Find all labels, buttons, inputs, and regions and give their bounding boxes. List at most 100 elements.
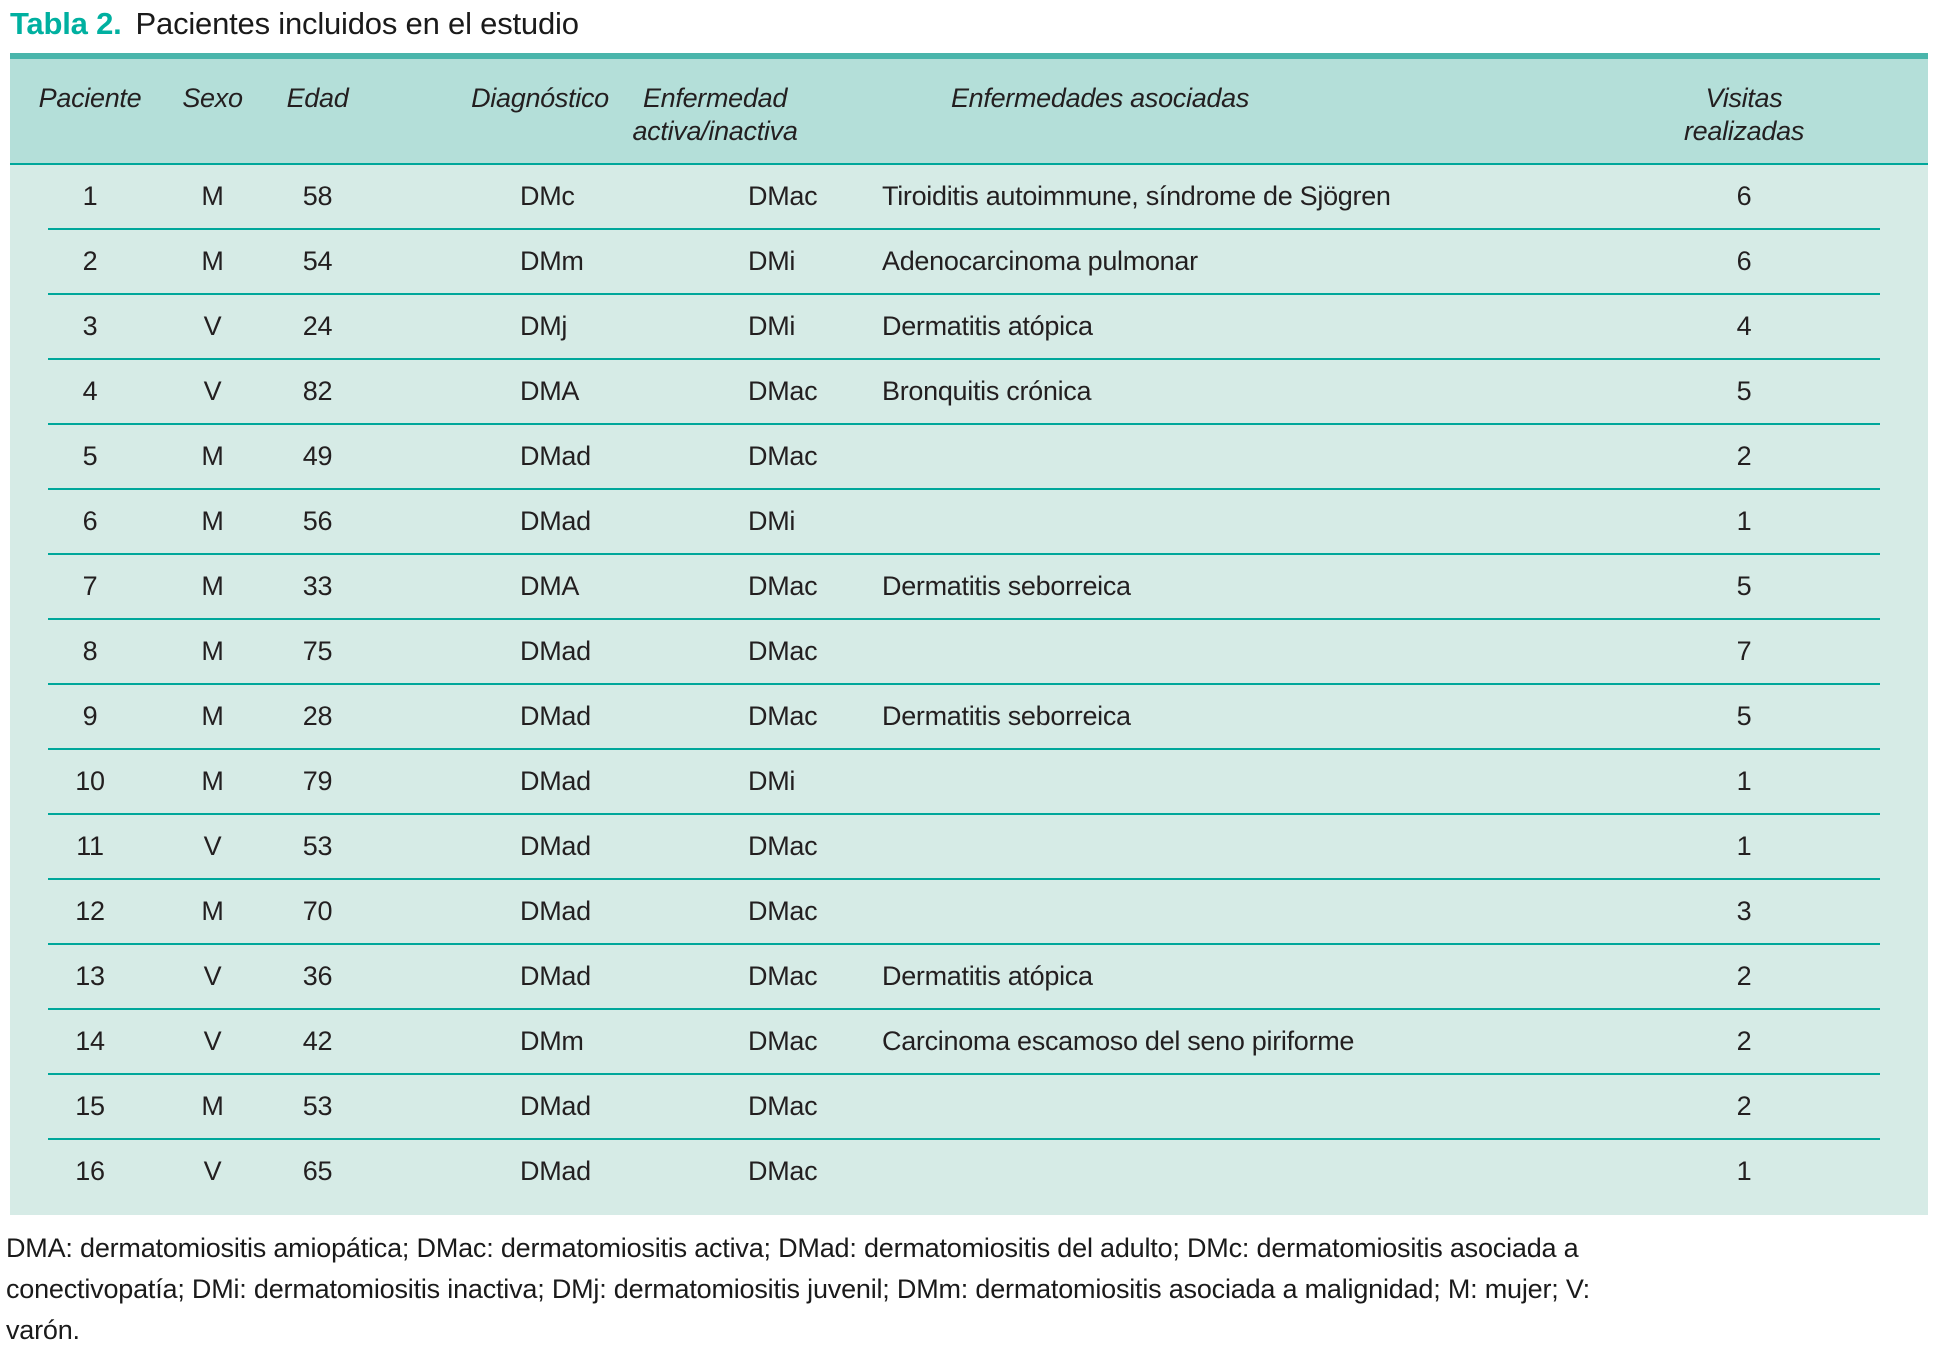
cell-paciente: 7 (82, 571, 98, 601)
cell-diagnostico: DMad (520, 441, 591, 471)
cell-edad: 36 (302, 961, 333, 991)
cell-enfermedad: DMac (748, 441, 818, 471)
row-divider (48, 228, 1880, 230)
column-header-asociadas: Enfermedades asociadas (950, 83, 1250, 113)
row-divider (48, 813, 1880, 815)
cell-enfermedad: DMi (748, 246, 796, 276)
cell-visitas: 2 (1736, 1026, 1752, 1056)
cell-edad: 75 (302, 636, 333, 666)
cell-edad: 54 (302, 246, 333, 276)
cell-sexo: V (203, 1026, 222, 1056)
cell-sexo: M (201, 246, 224, 276)
cell-paciente: 2 (82, 246, 98, 276)
cell-sexo: M (201, 896, 224, 926)
cell-edad: 28 (302, 701, 333, 731)
cell-visitas: 6 (1736, 246, 1752, 276)
cell-paciente: 3 (82, 311, 98, 341)
cell-sexo: V (203, 831, 222, 861)
cell-visitas: 3 (1736, 896, 1752, 926)
patients-table: Paciente Sexo Edad Diagnóstico Enfermedad ac… (10, 53, 1928, 1215)
cell-edad: 65 (302, 1156, 333, 1186)
cell-diagnostico: DMad (520, 766, 591, 796)
row-divider (48, 878, 1880, 880)
table-row: 3 V 24 DMj DMi Dermatitis atópica 4 (10, 295, 1928, 358)
cell-edad: 56 (302, 506, 333, 536)
row-divider (48, 488, 1880, 490)
table-row: 12 M 70 DMad DMac 3 (10, 880, 1928, 943)
cell-paciente: 9 (82, 701, 98, 731)
cell-paciente: 16 (75, 1156, 105, 1186)
row-divider (48, 943, 1880, 945)
row-divider (48, 748, 1880, 750)
cell-enfermedad: DMac (748, 1156, 818, 1186)
cell-diagnostico: DMA (520, 571, 580, 601)
cell-enfermedad: DMac (748, 636, 818, 666)
cell-enfermedad: DMac (748, 1091, 818, 1121)
table-row: 14 V 42 DMm DMac Carcinoma escamoso del seno … (10, 1010, 1928, 1073)
cell-diagnostico: DMc (520, 181, 575, 211)
table-row: 7 M 33 DMA DMac Dermatitis seborreica 5 (10, 555, 1928, 618)
table-row: 8 M 75 DMad DMac 7 (10, 620, 1928, 683)
cell-visitas: 4 (1736, 311, 1752, 341)
cell-visitas: 1 (1736, 506, 1752, 536)
cell-edad: 33 (302, 571, 333, 601)
cell-asociadas: Adenocarcinoma pulmonar (882, 246, 1198, 276)
table-body: 1 M 58 DMc DMac Tiroiditis autoimmune, síndro… (10, 165, 1928, 1215)
cell-diagnostico: DMad (520, 896, 591, 926)
table-title-caption: Pacientes incluidos en el estudio (135, 6, 579, 41)
cell-edad: 70 (302, 896, 333, 926)
table-header-row: Paciente Sexo Edad Diagnóstico Enfermedad ac… (10, 59, 1928, 165)
row-divider (48, 618, 1880, 620)
cell-paciente: 4 (82, 376, 98, 406)
cell-sexo: V (203, 311, 222, 341)
table-row: 1 M 58 DMc DMac Tiroiditis autoimmune, síndro… (10, 165, 1928, 228)
cell-visitas: 5 (1736, 376, 1752, 406)
cell-sexo: M (201, 766, 224, 796)
cell-sexo: M (201, 181, 224, 211)
cell-diagnostico: DMad (520, 1091, 591, 1121)
cell-asociadas: Dermatitis atópica (882, 961, 1093, 991)
cell-edad: 53 (302, 831, 333, 861)
cell-visitas: 5 (1736, 571, 1752, 601)
cell-paciente: 15 (75, 1091, 105, 1121)
cell-paciente: 6 (82, 506, 98, 536)
cell-sexo: M (201, 1091, 224, 1121)
cell-sexo: V (203, 961, 222, 991)
footnote: DMA: dermatomiositis amiopática; DMac: d… (6, 1233, 1590, 1345)
table-row: 11 V 53 DMad DMac 1 (10, 815, 1928, 878)
cell-enfermedad: DMac (748, 376, 818, 406)
cell-paciente: 5 (82, 441, 98, 471)
cell-edad: 49 (302, 441, 333, 471)
table-row: 16 V 65 DMad DMac 1 (10, 1140, 1928, 1203)
cell-visitas: 5 (1736, 701, 1752, 731)
column-header-enfermedad: Enfermedad activa/inactiva (632, 83, 798, 146)
cell-diagnostico: DMm (520, 246, 584, 276)
row-divider (48, 1008, 1880, 1010)
cell-visitas: 7 (1736, 636, 1752, 666)
table-row: 13 V 36 DMad DMac Dermatitis atópica 2 (10, 945, 1928, 1008)
cell-edad: 58 (302, 181, 333, 211)
cell-visitas: 1 (1736, 1156, 1752, 1186)
cell-enfermedad: DMac (748, 571, 818, 601)
cell-asociadas: Dermatitis atópica (882, 311, 1093, 341)
cell-sexo: M (201, 506, 224, 536)
page: Tabla 2. Pacientes incluidos en el estudi… (6, 6, 1928, 1345)
cell-enfermedad: DMac (748, 896, 818, 926)
cell-paciente: 8 (82, 636, 98, 666)
column-header-diagnostico: Diagnóstico (471, 83, 609, 113)
cell-asociadas: Bronquitis crónica (882, 376, 1092, 406)
table-top-bar (10, 53, 1928, 59)
cell-sexo: M (201, 441, 224, 471)
cell-enfermedad: DMac (748, 701, 818, 731)
cell-enfermedad: DMac (748, 831, 818, 861)
cell-diagnostico: DMm (520, 1026, 584, 1056)
cell-enfermedad: DMi (748, 311, 796, 341)
cell-diagnostico: DMad (520, 961, 591, 991)
cell-sexo: M (201, 701, 224, 731)
cell-diagnostico: DMad (520, 1156, 591, 1186)
table-row: 9 M 28 DMad DMac Dermatitis seborreica 5 (10, 685, 1928, 748)
cell-paciente: 1 (82, 181, 98, 211)
cell-edad: 42 (302, 1026, 333, 1056)
cell-paciente: 13 (75, 961, 105, 991)
cell-diagnostico: DMad (520, 636, 591, 666)
